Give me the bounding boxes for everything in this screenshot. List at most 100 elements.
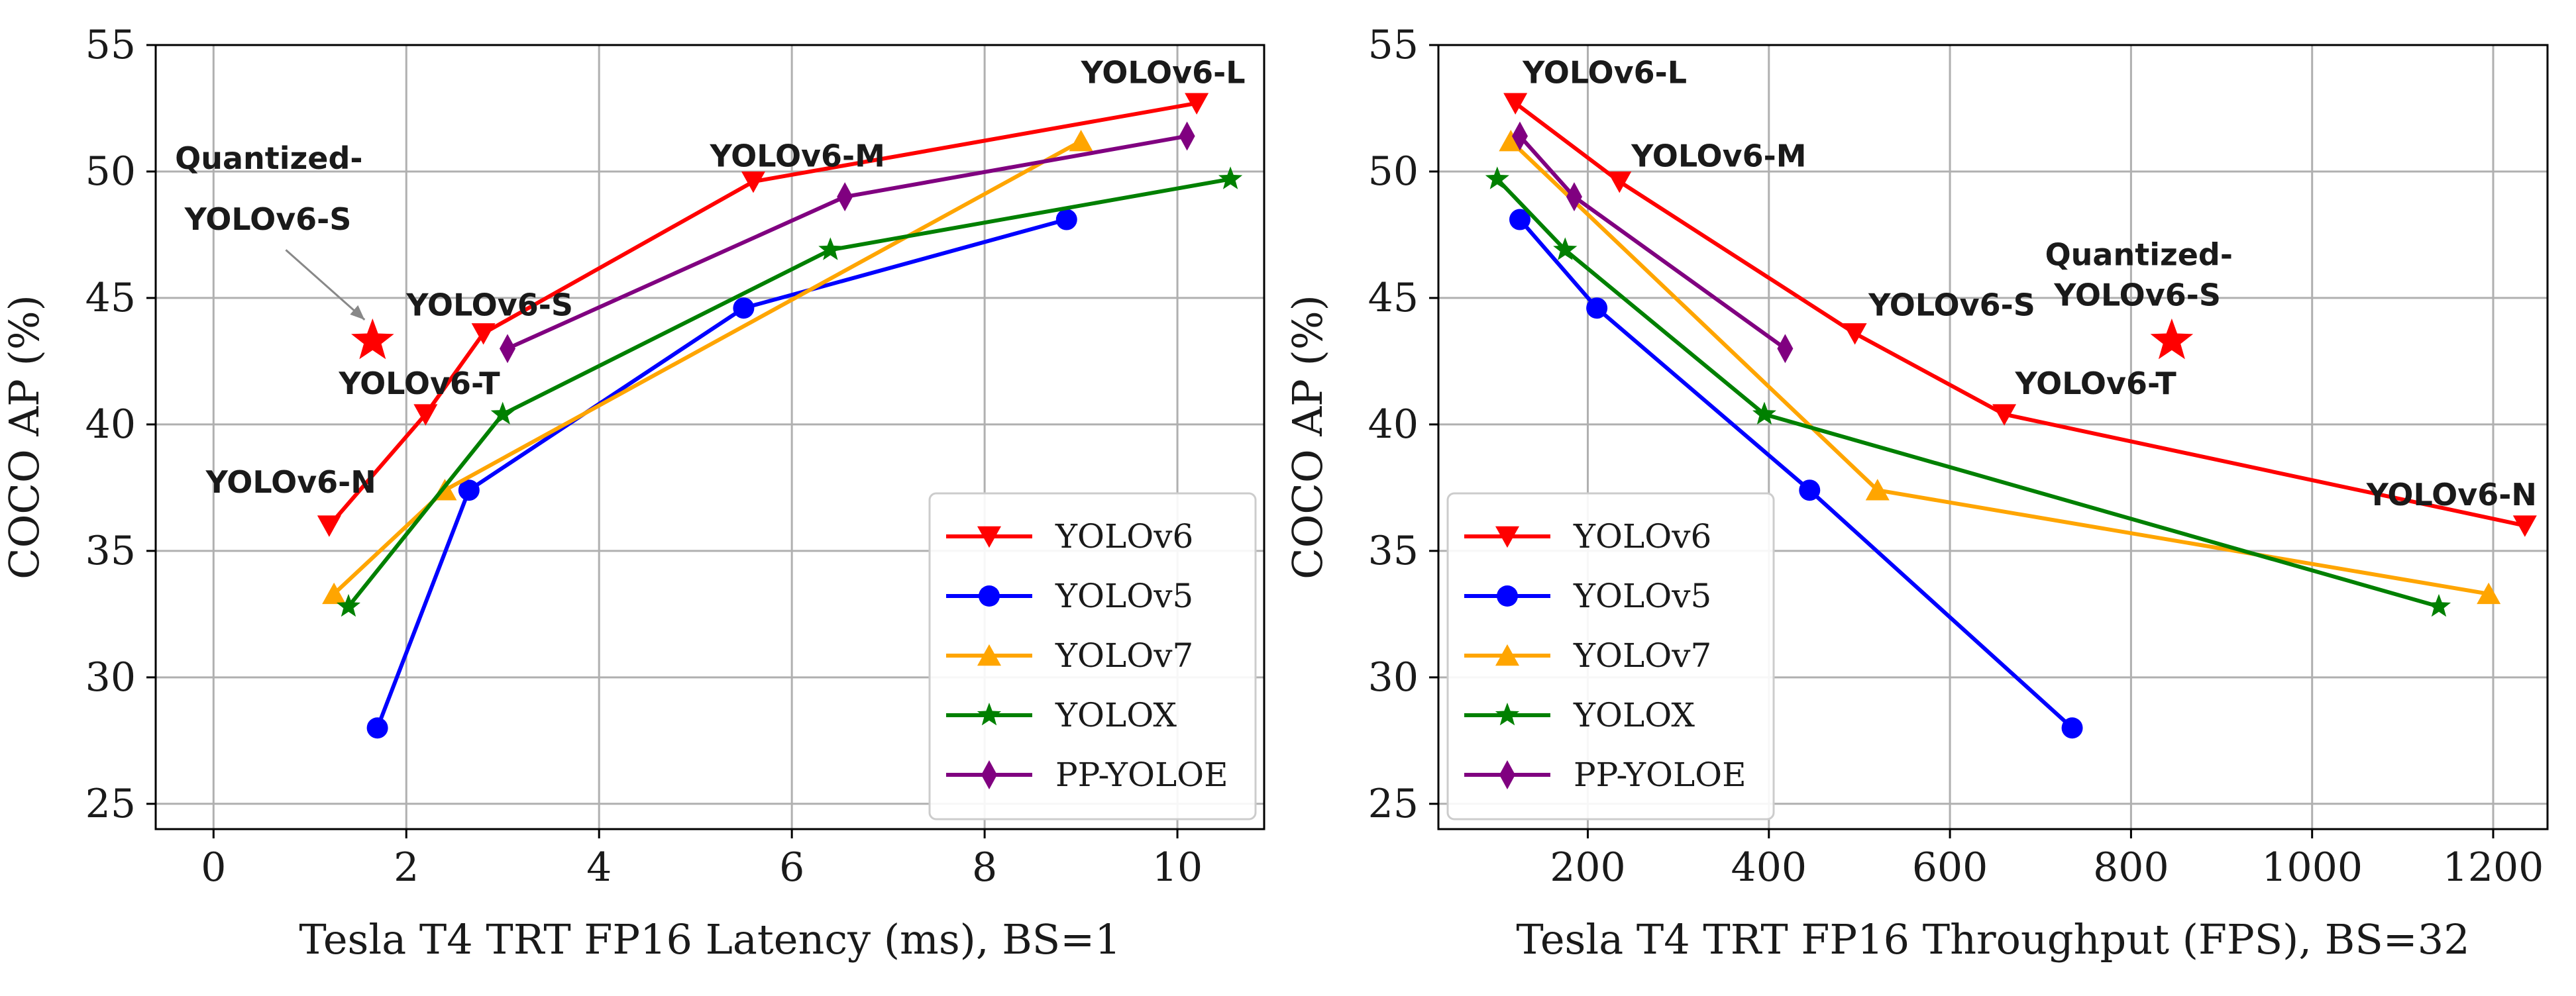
annotation-label: YOLOv6-S	[1868, 287, 2035, 323]
data-point-yolox	[490, 401, 515, 424]
y-tick-label: 50	[85, 148, 136, 195]
x-tick-label: 400	[1731, 844, 1807, 891]
data-point-yolov7	[1865, 479, 1890, 501]
data-point-yolox	[2426, 593, 2451, 617]
legend-item-yolox: YOLOX	[946, 696, 1177, 734]
data-point-yolov6	[1185, 93, 1209, 115]
legend-marker	[1499, 760, 1515, 789]
data-point-yolov7	[2477, 582, 2501, 605]
y-tick-label: 55	[1368, 22, 1419, 68]
legend-label: PP-YOLOE	[1574, 756, 1746, 794]
legend-marker	[1495, 644, 1519, 666]
data-point-quantized-yolov6-s	[351, 318, 394, 360]
y-tick-label: 55	[85, 22, 136, 68]
data-point-yolov5	[1509, 209, 1530, 230]
legend-label: PP-YOLOE	[1055, 756, 1228, 794]
x-tick-label: 800	[2093, 844, 2169, 891]
data-point-yolov5	[366, 717, 388, 739]
series-yolov5	[366, 209, 1077, 739]
legend-item-yolov6: YOLOv6	[946, 517, 1193, 556]
y-tick-label: 25	[85, 781, 136, 827]
data-point-yolov7	[1069, 130, 1093, 152]
x-tick-label: 2	[394, 844, 419, 891]
legend-marker	[979, 585, 1000, 607]
legend-item-yolov5: YOLOv5	[1464, 577, 1711, 615]
y-tick-label: 40	[85, 401, 136, 448]
legend-item-pp-yoloe: PP-YOLOE	[1464, 756, 1746, 794]
plot-frame	[1437, 44, 2549, 830]
annotation-label: YOLOv6-L	[1081, 54, 1246, 90]
data-point-yolov6	[471, 323, 496, 345]
y-tick-label: 35	[85, 528, 136, 574]
legend-item-yolox: YOLOX	[1464, 696, 1695, 734]
series-line-yolov5	[375, 217, 1067, 729]
data-point-yolox	[818, 237, 843, 260]
series-yolov7	[1499, 130, 2501, 605]
data-point-quantized-yolov6-s	[2150, 318, 2194, 360]
series-yolov6	[317, 93, 1209, 537]
data-point-pp-yoloe	[499, 334, 515, 364]
data-point-yolov5	[458, 479, 480, 501]
y-tick-label: 35	[1368, 528, 1419, 574]
legend-marker	[977, 703, 1002, 726]
annotation-label: YOLOv6-S	[405, 287, 573, 323]
legend: YOLOv6 YOLOv5 YOLOv7 YOLOX PP-YOLOE	[1446, 492, 1775, 821]
data-point-yolov5	[1055, 209, 1077, 230]
annotation-label: YOLOv6-N	[2366, 477, 2537, 513]
legend-item-yolov5: YOLOv5	[946, 577, 1193, 615]
annotation-arrow	[285, 249, 366, 321]
series-quantized-yolov6-s	[2150, 318, 2194, 360]
data-point-yolov6	[1843, 323, 1867, 345]
series-yolox	[1485, 166, 2451, 617]
series-line-yolov5	[1518, 218, 2074, 730]
data-point-yolov6	[413, 404, 438, 426]
data-point-pp-yoloe	[837, 182, 853, 212]
y-tick-label: 30	[1368, 654, 1419, 701]
data-point-yolov6	[741, 171, 765, 193]
annotation-label: YOLOv6-L	[1522, 54, 1687, 90]
legend-item-yolov7: YOLOv7	[946, 636, 1193, 675]
legend-marker	[977, 526, 1001, 548]
y-axis-title: COCO AP (%)	[0, 295, 48, 579]
legend-marker	[1495, 703, 1520, 726]
plot-frame	[154, 44, 1265, 830]
data-point-yolox	[336, 593, 360, 617]
annotation-label: YOLOv6-S	[2053, 277, 2221, 313]
chart-panel-1: 0 2 4 6 8 10 25 30 35 40 45 50 55 Tesla T4 TRT FP16 L…	[0, 22, 1265, 964]
annotation-label: YOLOv6-T	[2014, 366, 2176, 401]
legend-marker	[981, 760, 997, 789]
data-point-yolov5	[2061, 717, 2083, 739]
x-tick-label: 600	[1912, 844, 1988, 891]
y-tick-label: 25	[1368, 781, 1419, 827]
data-point-yolox	[1218, 166, 1243, 189]
legend: YOLOv6 YOLOv5 YOLOv7 YOLOX PP-YOLOE	[928, 492, 1257, 821]
legend-label: YOLOX	[1573, 696, 1695, 734]
data-point-yolov7	[1499, 130, 1523, 152]
data-point-yolov6	[2512, 515, 2537, 537]
series-yolov6	[1503, 93, 2537, 537]
legend-item-yolov6: YOLOv6	[1464, 517, 1711, 556]
x-tick-label: 1200	[2443, 844, 2544, 891]
legend-box	[928, 492, 1257, 821]
series-quantized-yolov6-s	[351, 318, 394, 360]
data-point-yolov5	[1586, 297, 1608, 319]
annotation-label: YOLOv6-M	[1631, 138, 1806, 174]
legend-item-pp-yoloe: PP-YOLOE	[946, 756, 1228, 794]
chart-panel-2: 200 400 600 800 1000 1200 25 30 35 40 45 50 55 Tesla …	[1283, 22, 2549, 964]
y-tick-label: 45	[85, 275, 136, 321]
y-tick-label: 30	[85, 654, 136, 701]
x-tick-label: 4	[586, 844, 612, 891]
annotation-arrowhead	[350, 305, 365, 320]
legend-item-yolov7: YOLOv7	[1464, 636, 1711, 675]
data-point-pp-yoloe	[1511, 121, 1528, 151]
annotation-label: YOLOv6-M	[710, 138, 885, 174]
annotation-label: YOLOv6-S	[184, 201, 352, 237]
legend-label: YOLOv6	[1573, 517, 1711, 556]
x-axis-title: Tesla T4 TRT FP16 Latency (ms), BS=1	[299, 915, 1120, 964]
data-point-pp-yoloe	[1566, 182, 1582, 212]
annotation-label: Quantized-	[175, 140, 362, 176]
x-tick-label: 200	[1550, 844, 1626, 891]
legend-label: YOLOv5	[1055, 577, 1193, 615]
data-point-pp-yoloe	[1179, 121, 1195, 151]
